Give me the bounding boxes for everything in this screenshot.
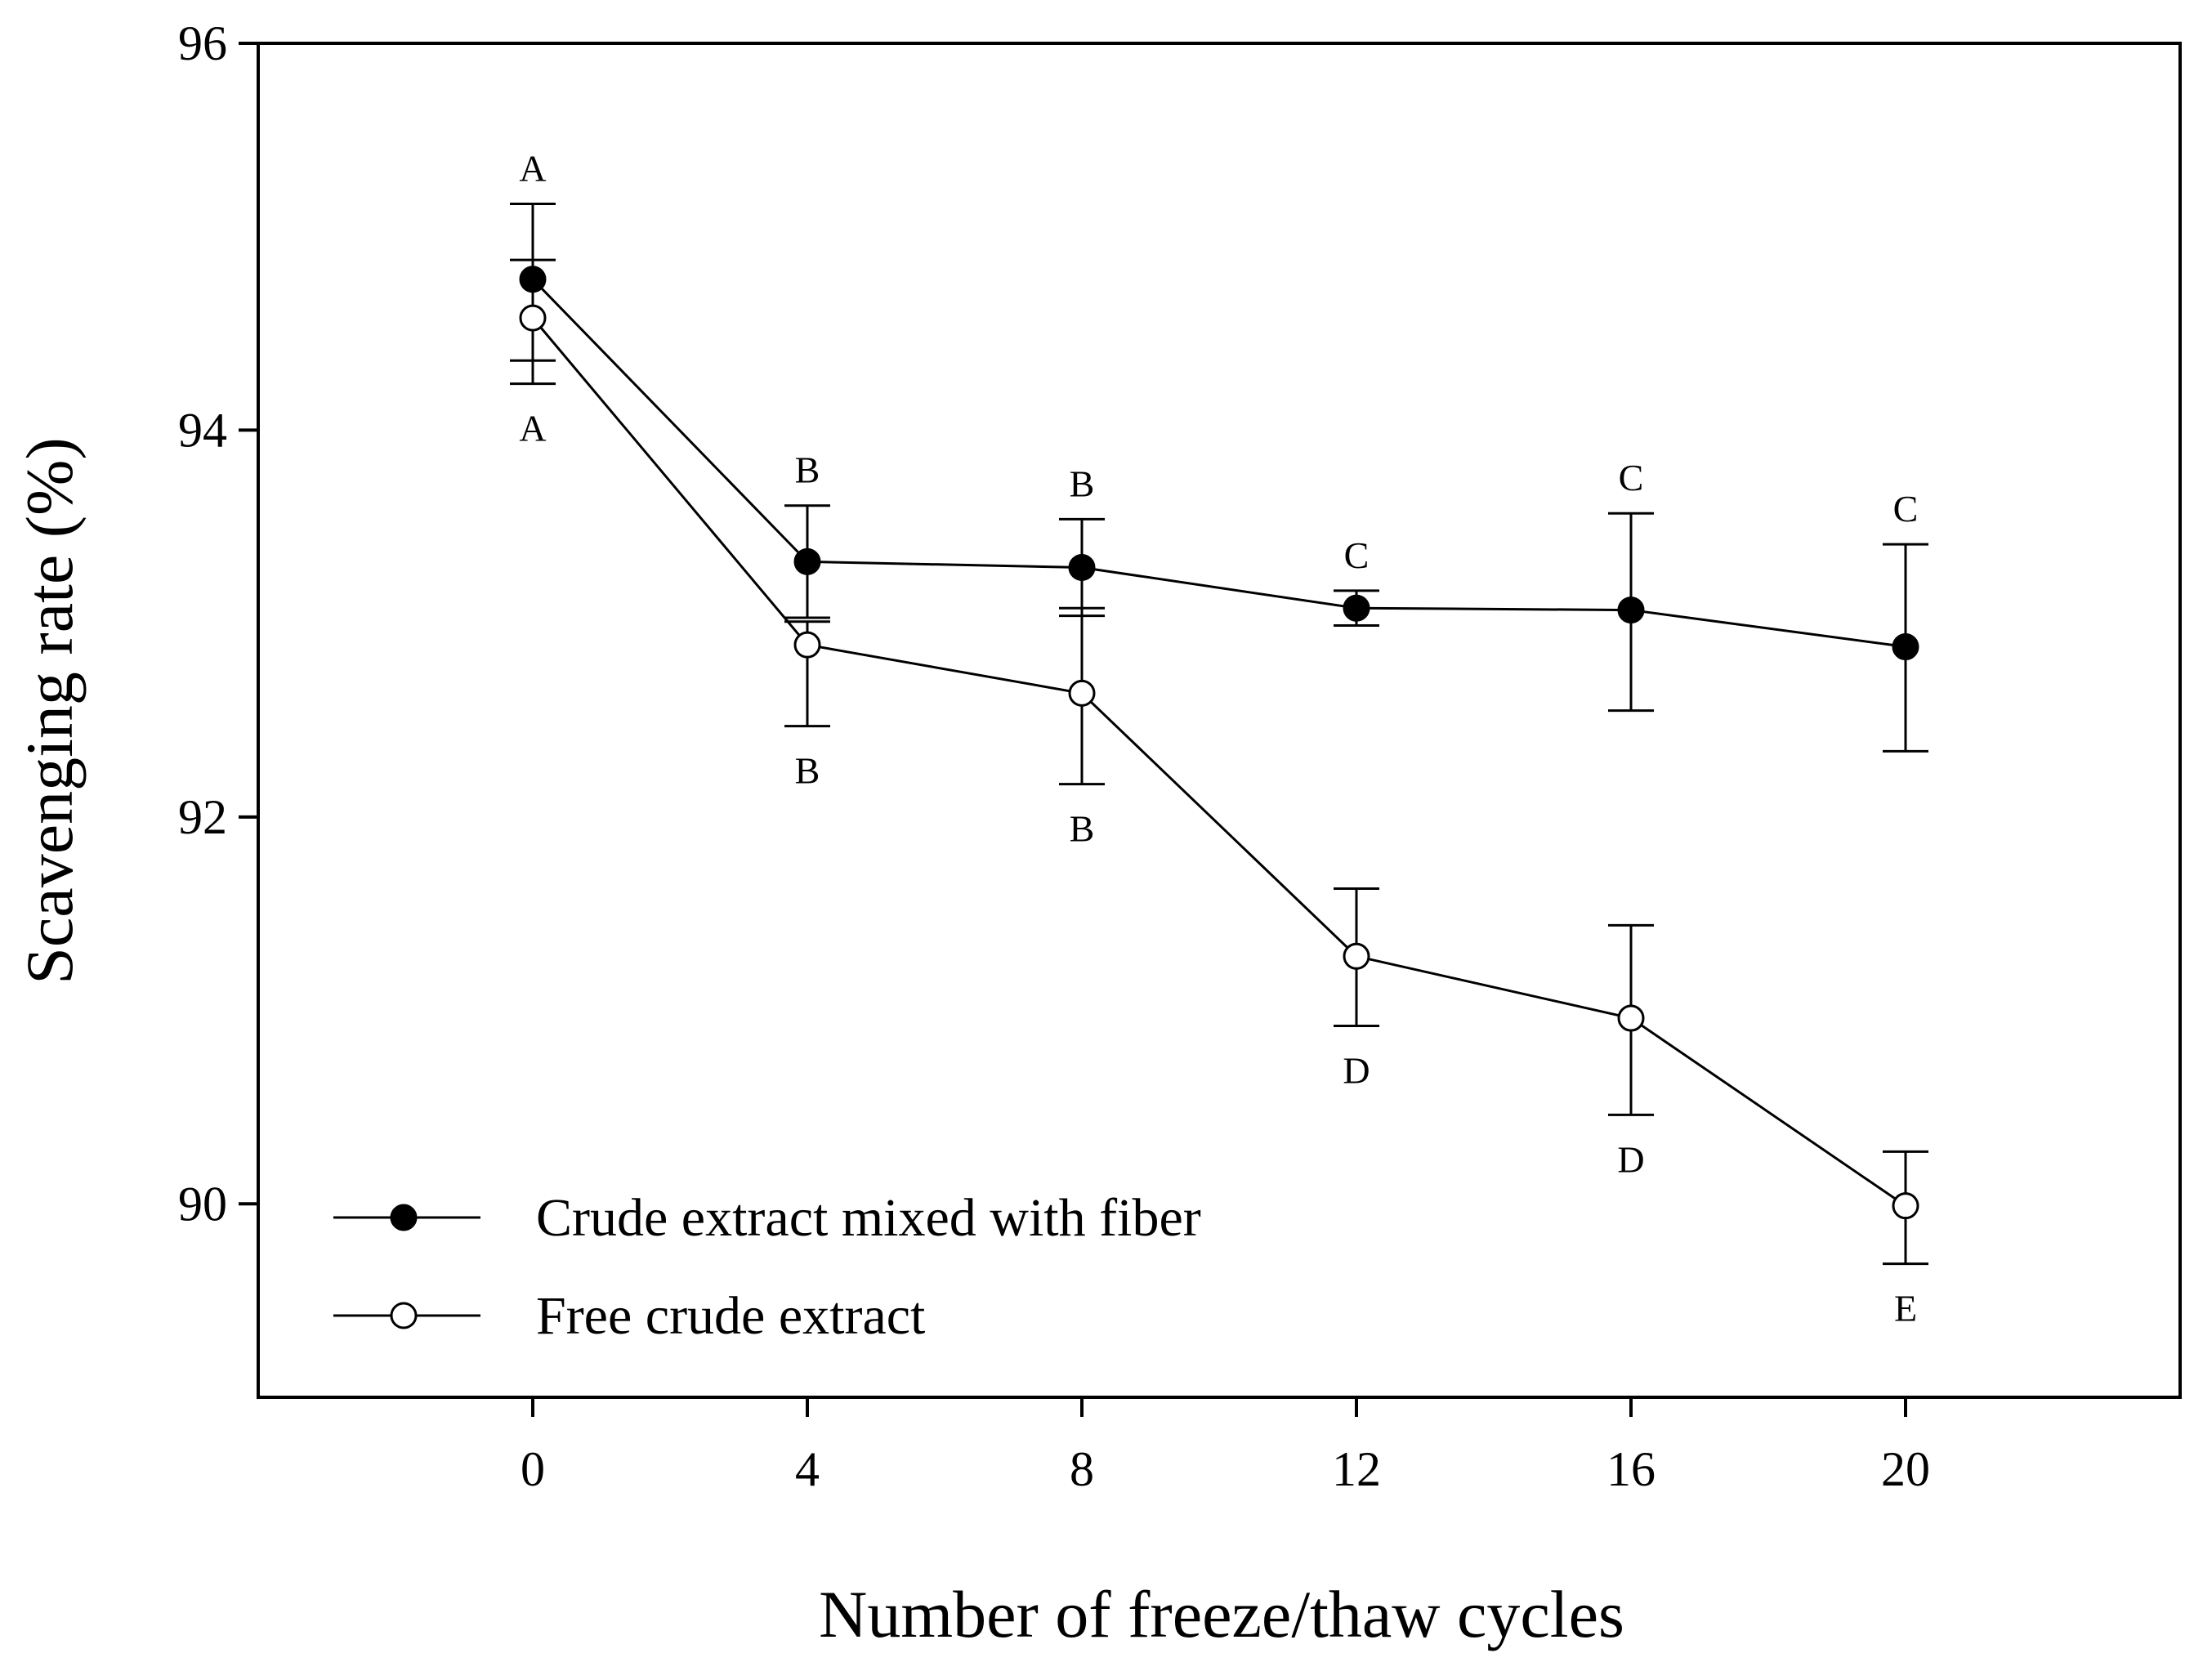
x-tick-label: 12	[1332, 1442, 1381, 1496]
x-tick-label: 20	[1881, 1442, 1930, 1496]
legend-item: Crude extract mixed with fiber	[333, 1188, 1201, 1248]
legend-label: Crude extract mixed with fiber	[536, 1188, 1201, 1248]
significance-label: C	[1893, 488, 1919, 529]
series-free-crude-extract: A B B D D E	[510, 258, 1928, 1329]
significance-label: D	[1343, 1050, 1370, 1092]
legend: Crude extract mixed with fiber Free crude…	[333, 1188, 1201, 1346]
series-line	[531, 278, 1906, 649]
significance-label: A	[519, 408, 546, 449]
plot-frame	[257, 42, 2182, 1399]
x-tick-label: 0	[521, 1442, 545, 1496]
x-tick-label: 16	[1606, 1442, 1656, 1496]
x-tick-label: 8	[1070, 1442, 1094, 1496]
y-axis-title: Scavenging rate (%)	[12, 437, 87, 984]
y-tick-label: 96	[178, 16, 227, 70]
x-tick-label: 4	[795, 1442, 820, 1496]
data-point	[1892, 633, 1919, 661]
data-point	[1617, 1004, 1645, 1032]
x-axis-title: Number of freeze/thaw cycles	[819, 1577, 1624, 1651]
legend-marker	[390, 1302, 418, 1329]
significance-label: C	[1619, 457, 1644, 498]
y-tick-label: 90	[178, 1177, 227, 1231]
y-axis: 90 92 94 96	[178, 16, 258, 1231]
significance-label: B	[795, 750, 820, 792]
series-line	[531, 317, 1906, 1207]
significance-label: A	[519, 147, 546, 189]
significance-label: E	[1894, 1288, 1917, 1329]
legend-label: Free crude extract	[536, 1286, 925, 1346]
significance-label: D	[1617, 1138, 1644, 1180]
data-point	[1343, 594, 1370, 622]
data-point	[519, 304, 547, 332]
significance-label: B	[1070, 808, 1095, 850]
data-point	[1617, 596, 1645, 624]
series-layer: A B B C C C A B B D D E	[510, 147, 1928, 1329]
data-point	[793, 631, 821, 659]
significance-label: C	[1344, 534, 1370, 576]
significance-label: B	[1070, 462, 1095, 504]
data-point	[1343, 942, 1370, 970]
legend-marker	[390, 1204, 418, 1231]
data-point	[1892, 1192, 1919, 1220]
legend-item: Free crude extract	[333, 1286, 925, 1346]
y-tick-label: 94	[178, 403, 227, 457]
x-axis: 0 4 8 12 16 20	[521, 1397, 1930, 1496]
significance-label: B	[795, 449, 820, 491]
data-point	[793, 547, 821, 575]
series-crude-extract-mixed-with-fiber: A B B C C C	[510, 147, 1928, 753]
data-point	[1068, 679, 1096, 707]
data-point	[1068, 553, 1096, 581]
y-tick-label: 92	[178, 790, 227, 844]
